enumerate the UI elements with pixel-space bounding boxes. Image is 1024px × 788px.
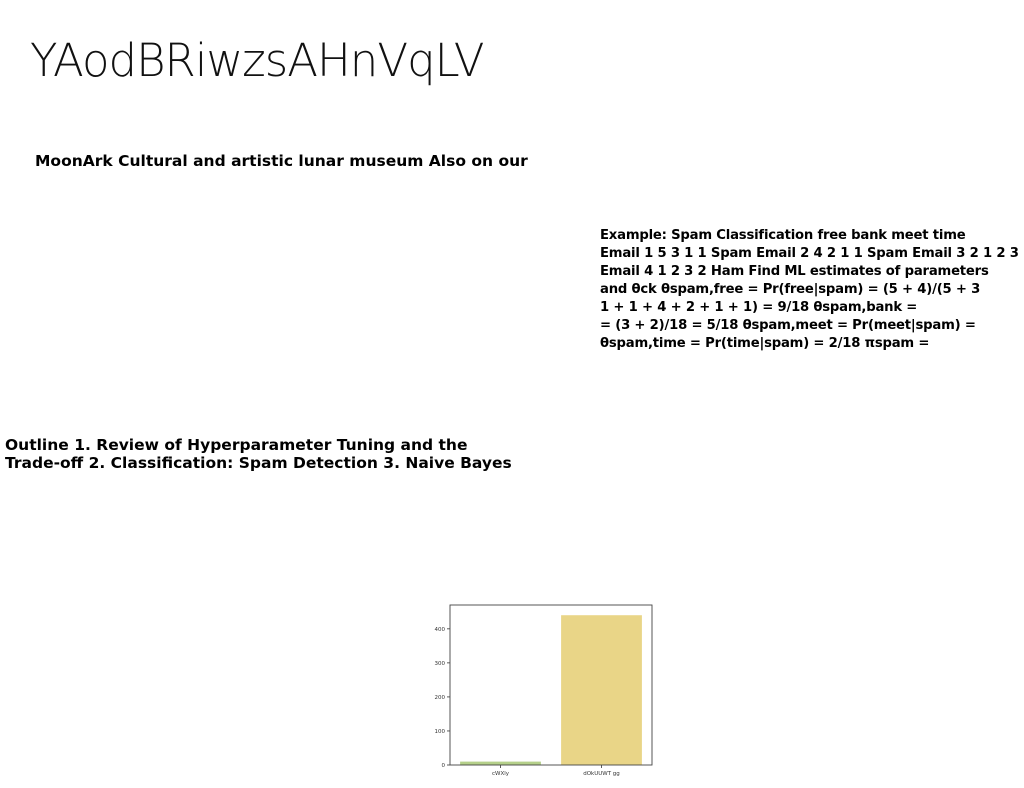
outline-line: Outline 1. Review of Hyperparameter Tuni…: [5, 436, 468, 454]
example-line: = (3 + 2)/18 = 5/18 θspam,meet = Pr(meet…: [600, 318, 976, 333]
example-line: 1 + 1 + 4 + 2 + 1 + 1) = 9/18 θspam,bank…: [600, 300, 918, 315]
example-line: Email 1 5 3 1 1 Spam Email 2 4 2 1 1 Spa…: [600, 246, 1019, 261]
example-line: and θck θspam,free = Pr(free|spam) = (5 …: [600, 282, 981, 297]
bar-chart-svg: cWXly dOkUUWT gg 0 100 200 300 400: [435, 604, 653, 777]
outline-line: Trade-off 2. Classification: Spam Detect…: [5, 454, 512, 472]
example-line: Example: Spam Classification free bank m…: [600, 228, 966, 243]
x-tick-label: dOkUUWT gg: [583, 771, 620, 777]
bar: [460, 761, 541, 765]
y-tick-label: 100: [435, 729, 446, 735]
example-text-block: Example: Spam Classification free bank m…: [600, 227, 1022, 353]
outline-text-block: Outline 1. Review of Hyperparameter Tuni…: [5, 436, 535, 472]
x-tick-label: cWXly: [492, 771, 510, 777]
page-title: YAodBRiwzsAHnVqLV: [30, 34, 485, 87]
y-tick-label: 200: [435, 695, 446, 701]
y-tick-label: 0: [442, 763, 446, 769]
example-line: θspam,time = Pr(time|spam) = 2/18 πspam …: [600, 336, 930, 351]
y-tick-label: 400: [435, 627, 446, 633]
plot-frame: [449, 604, 653, 766]
y-tick-label: 300: [435, 661, 446, 667]
bar: [561, 615, 642, 765]
example-line: Email 4 1 2 3 2 Ham Find ML estimates of…: [600, 264, 989, 279]
subtitle-text: MoonArk Cultural and artistic lunar muse…: [35, 152, 528, 170]
bar-chart: cWXly dOkUUWT gg 0 100 200 300 400: [420, 596, 670, 782]
